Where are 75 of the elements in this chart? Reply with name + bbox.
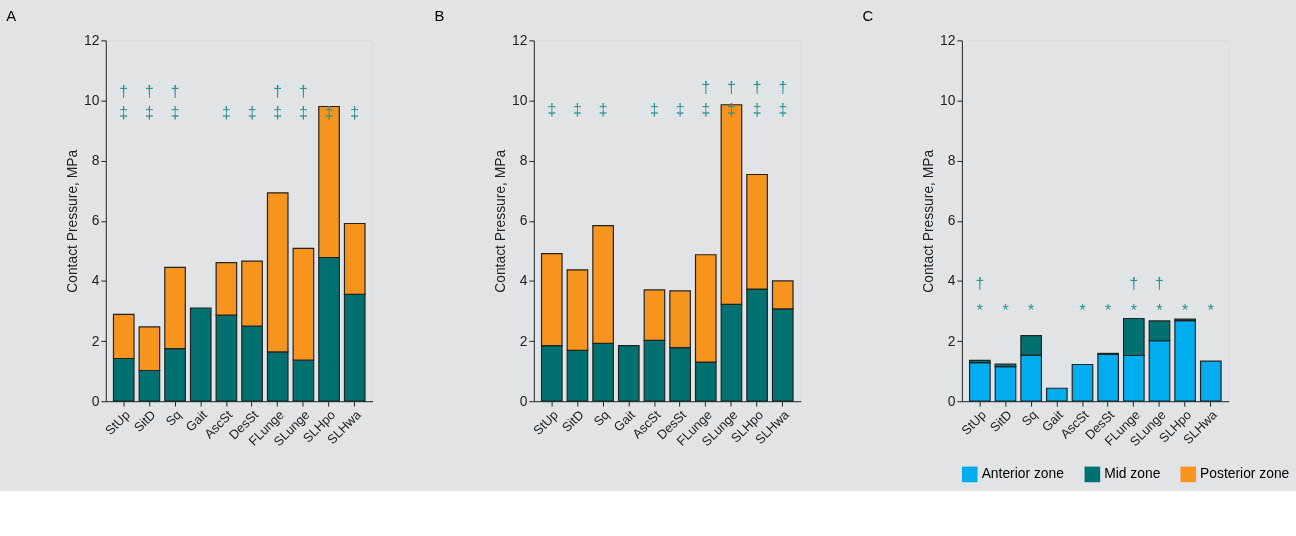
annotation: † <box>975 274 985 292</box>
x-tick-label: Sq <box>590 407 613 429</box>
annotation: ‡ <box>727 100 736 118</box>
x-tick-label: Sq <box>162 407 185 429</box>
y-tick-label: 0 <box>519 392 528 409</box>
chart-title: B <box>434 7 445 24</box>
y-tick-label: 8 <box>91 152 100 169</box>
y-tick-label: 10 <box>83 91 100 108</box>
annotation: * <box>1105 302 1112 320</box>
annotation: † <box>170 82 180 100</box>
legend-label: Anterior zone <box>981 465 1065 482</box>
y-tick-label: 2 <box>91 332 100 349</box>
annotation: † <box>298 82 308 100</box>
annotation: * <box>1207 302 1214 320</box>
annotation: ‡ <box>650 100 659 118</box>
annotation: † <box>1155 274 1164 292</box>
annotation: ‡ <box>675 100 685 118</box>
y-tick-label: 4 <box>91 272 100 289</box>
annotation: † <box>1129 274 1139 292</box>
annotation: † <box>778 78 788 96</box>
annotation: * <box>1028 302 1035 320</box>
annotation: ‡ <box>145 104 154 122</box>
y-tick-label: 12 <box>940 31 956 48</box>
annotation: ‡ <box>547 100 557 118</box>
y-tick-label: 4 <box>947 272 956 289</box>
annotation: † <box>727 78 736 96</box>
legend-label: Posterior zone <box>1200 465 1290 482</box>
annotation: ‡ <box>778 100 788 118</box>
annotation: ‡ <box>350 104 360 122</box>
annotation: ‡ <box>247 104 257 122</box>
annotation: † <box>145 82 154 100</box>
annotation: * <box>976 302 983 320</box>
y-axis-title: Contact Pressure, MPa <box>920 149 937 293</box>
annotation: * <box>1079 302 1086 320</box>
annotation: * <box>1002 302 1009 320</box>
y-tick-label: 6 <box>519 212 528 229</box>
annotation: ‡ <box>222 104 231 122</box>
legend-label: Mid zone <box>1104 465 1161 482</box>
x-tick-label: SitD <box>130 407 159 435</box>
annotation: † <box>119 82 129 100</box>
annotation: ‡ <box>119 104 129 122</box>
y-tick-label: 6 <box>91 212 100 229</box>
y-tick-label: 8 <box>519 152 528 169</box>
annotation: ‡ <box>598 100 608 118</box>
x-tick-label: SitD <box>558 407 587 435</box>
chart-title: C <box>862 7 874 24</box>
annotation: ‡ <box>324 104 334 122</box>
annotation: † <box>701 78 711 96</box>
annotation: * <box>1156 302 1163 320</box>
chart-title: A <box>6 7 17 24</box>
y-tick-label: 10 <box>940 91 956 108</box>
annotation: ‡ <box>170 104 180 122</box>
annotation: ‡ <box>573 100 582 118</box>
annotation: † <box>273 82 283 100</box>
y-tick-label: 12 <box>83 31 100 48</box>
y-axis-title: Contact Pressure, MPa <box>492 149 509 293</box>
y-tick-label: 8 <box>947 152 956 169</box>
y-tick-label: 0 <box>91 392 100 409</box>
annotation: † <box>752 78 762 96</box>
y-tick-label: 10 <box>512 91 528 108</box>
annotation: ‡ <box>273 104 283 122</box>
y-tick-label: 0 <box>947 392 956 409</box>
annotation: * <box>1182 302 1189 320</box>
annotation: * <box>1130 302 1137 320</box>
x-tick-label: SitD <box>986 407 1015 435</box>
y-axis-title: Contact Pressure, MPa <box>64 149 81 293</box>
x-tick-label: Sq <box>1018 407 1041 429</box>
y-tick-label: 6 <box>947 212 956 229</box>
annotation: ‡ <box>298 104 308 122</box>
annotation: ‡ <box>701 100 711 118</box>
y-tick-label: 2 <box>519 332 528 349</box>
y-tick-label: 4 <box>519 272 528 289</box>
y-tick-label: 2 <box>947 332 956 349</box>
annotation: ‡ <box>752 100 762 118</box>
y-tick-label: 12 <box>512 31 528 48</box>
